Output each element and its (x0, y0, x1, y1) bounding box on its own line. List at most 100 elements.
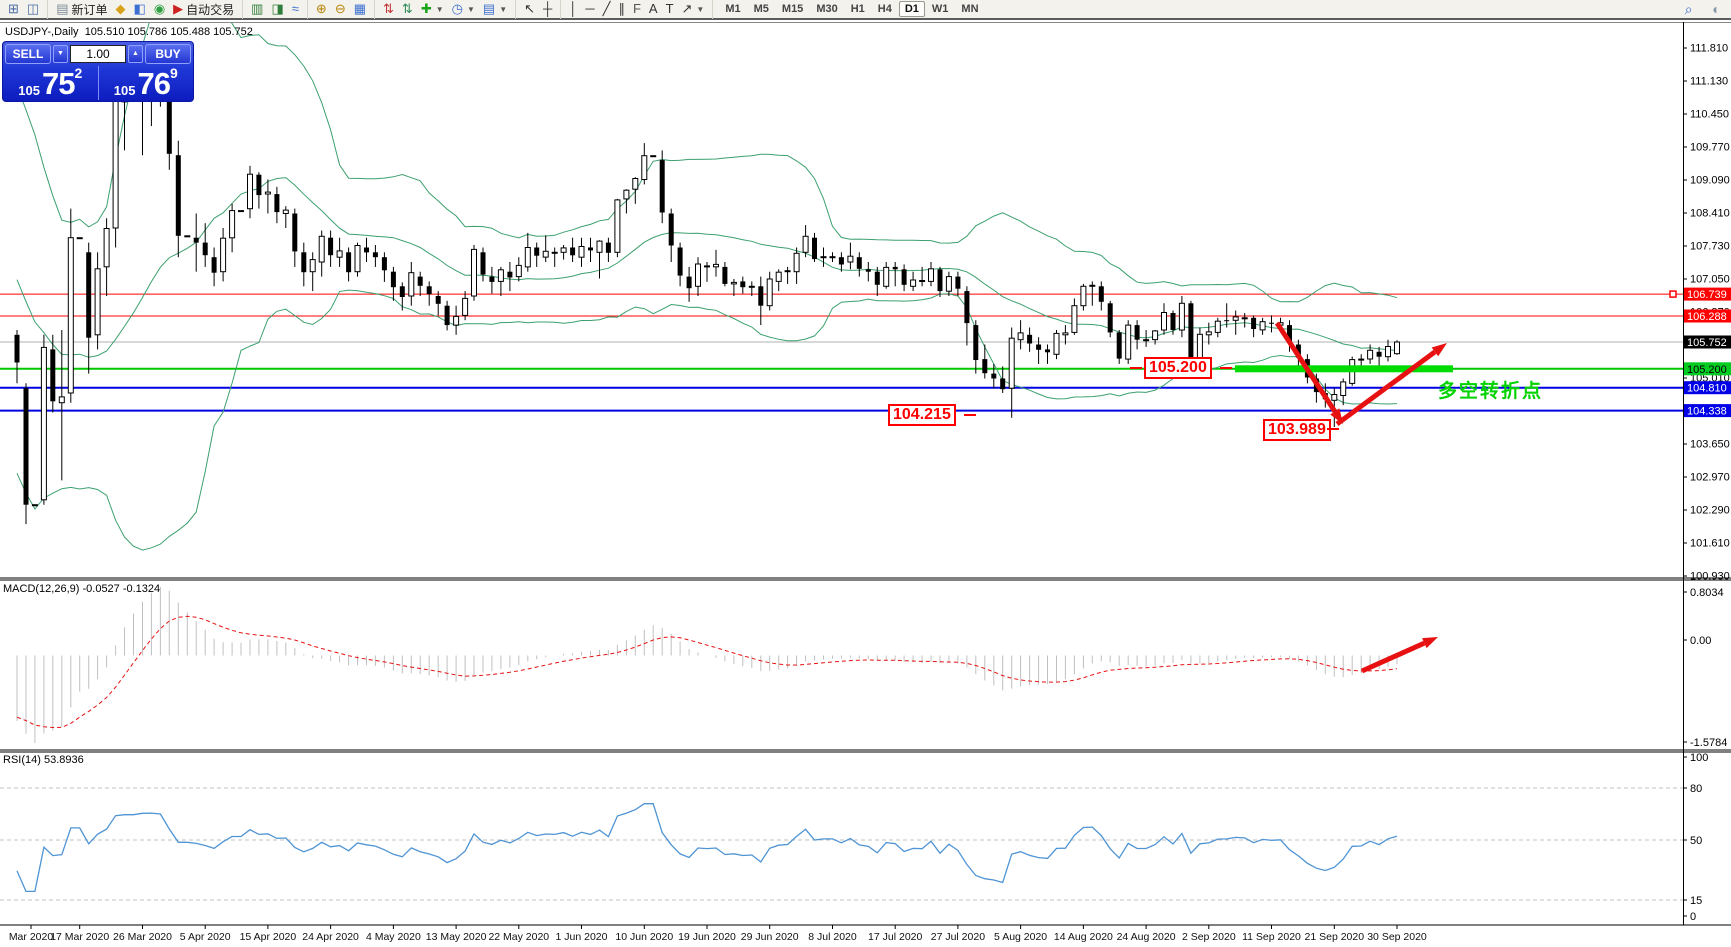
macd-tick: 0.00 (1690, 635, 1711, 647)
date-label: 15 Apr 2020 (240, 931, 297, 943)
rsi-tick: 50 (1690, 835, 1702, 847)
expert-advisors-icon: ◆ (115, 1, 126, 16)
price-tick: 107.050 (1690, 274, 1730, 286)
zoom-in-icon: ⊕ (315, 1, 327, 16)
volume-down-button[interactable]: ▼ (53, 45, 68, 63)
market-watch-icon[interactable]: ◧ (130, 0, 150, 18)
cursor-icon: ↖ (524, 1, 536, 16)
volume-input[interactable]: 1.00 (70, 45, 126, 63)
vertical-line-icon[interactable]: │ (565, 0, 581, 18)
candles (14, 52, 1400, 525)
price-note-105200[interactable]: 105.200 (1144, 357, 1212, 379)
timeframe-M15[interactable]: M15 (781, 3, 804, 15)
timeframe-M1[interactable]: M1 (725, 3, 741, 15)
arrows-icon[interactable]: ↗ ▼ (678, 0, 709, 18)
rsi-tick: 15 (1690, 895, 1702, 907)
trend-arrow-head (1431, 343, 1447, 357)
buy-button[interactable]: BUY (145, 44, 191, 64)
toolbar-group: │ ─ ╱ ∥ F A T ↗ ▼ (561, 0, 714, 19)
candlestick-chart-icon[interactable]: ◨ (267, 0, 287, 18)
expert-advisors-icon[interactable]: ◆ (112, 0, 130, 18)
toolbar-group: ↖ ┼ (516, 0, 562, 19)
price-tick: 109.770 (1690, 142, 1730, 154)
indicator-windows-icon[interactable]: ⇅ (398, 0, 417, 18)
equidistant-channel-icon[interactable]: ∥ (614, 0, 629, 18)
line-chart-icon[interactable]: ≈ (288, 0, 303, 18)
date-label: 17 Mar 2020 (50, 931, 109, 943)
price-note-103989[interactable]: 103.989 (1263, 419, 1331, 441)
market-watch-icon: ◧ (133, 1, 146, 16)
new-chart-window-icon[interactable]: ⊞ (4, 0, 23, 18)
vertical-line-icon: │ (569, 1, 578, 16)
price-badge-resistance-2 (1684, 309, 1731, 323)
fibonacci-icon[interactable]: F (629, 0, 645, 18)
chart-canvas[interactable]: 111.810 111.130 110.450 109.770 109.090 108.4… (0, 22, 1731, 947)
tile-windows-icon[interactable]: ▦ (350, 0, 370, 18)
zoom-in-icon[interactable]: ⊕ (312, 0, 331, 18)
trend-arrow (1335, 349, 1437, 427)
sell-price-point: 2 (74, 65, 83, 81)
chart-region[interactable]: 111.810 111.130 110.450 109.770 109.090 108.4… (0, 22, 1731, 947)
sell-price[interactable]: 105 75 2 (3, 66, 99, 100)
price-badge-support-blue-2 (1684, 404, 1731, 418)
label-connector (1327, 428, 1339, 430)
zoom-out-icon: ⊖ (334, 1, 346, 16)
trendline-icon[interactable]: ╱ (599, 0, 615, 18)
horizontal-line-icon: ─ (585, 1, 595, 16)
search-icon[interactable]: ⌕ (1684, 1, 1693, 17)
signals-icon[interactable]: ◉ (150, 0, 169, 18)
dropdown-caret-icon: ▼ (696, 4, 705, 14)
text-icon: A (648, 1, 658, 16)
zoom-out-icon[interactable]: ⊖ (331, 0, 350, 18)
trend-arrow (1274, 321, 1337, 413)
indicators-icon: ⇅ (383, 1, 394, 16)
crosshair-icon[interactable]: ┼ (539, 0, 556, 18)
timeframe-D1[interactable]: D1 (898, 1, 925, 17)
timeframe-M5[interactable]: M5 (753, 3, 769, 15)
trend-arrow-head (1422, 637, 1438, 649)
dropdown-caret-icon: ▼ (467, 4, 475, 14)
price-tick: 111.810 (1690, 43, 1728, 55)
tick-chart-icon[interactable]: ◫ (23, 0, 43, 18)
new-order-button[interactable]: ▤ 新订单 (52, 0, 111, 18)
svg-text:105.200: 105.200 (1687, 364, 1727, 376)
timeframe-H4[interactable]: H4 (877, 3, 892, 15)
symbol-timeframe: USDJPY-,Daily (5, 26, 79, 38)
add-indicator-button: ✚ (420, 1, 432, 16)
autotrading-button[interactable]: ▶ 自动交易 (169, 0, 238, 18)
macd-tick: -1.5784 (1690, 737, 1727, 749)
indicators-icon[interactable]: ⇅ (379, 0, 398, 18)
timeframe-M30[interactable]: M30 (816, 3, 838, 15)
toolbar-group: ▤ 新订单 ◆ ◧ ◉ ▶ 自动交易 (48, 0, 244, 19)
text-icon[interactable]: A (645, 0, 662, 18)
chat-icon[interactable]: ◖ (1710, 1, 1719, 17)
rsi-tick: 0 (1690, 911, 1696, 923)
label-connector (964, 414, 976, 416)
timeframe-W1[interactable]: W1 (931, 3, 949, 15)
bar-chart-icon[interactable]: ▥ (247, 0, 267, 18)
templates-button[interactable]: ▤ ▼ (479, 0, 511, 18)
dropdown-caret-icon: ▼ (499, 4, 508, 14)
price-tick: 107.730 (1690, 241, 1730, 253)
price-badge-current-price (1684, 335, 1731, 349)
svg-text:104.338: 104.338 (1687, 406, 1727, 418)
horizontal-line-icon[interactable]: ─ (581, 0, 598, 18)
price-note-104215[interactable]: 104.215 (888, 404, 956, 426)
toolbar: ⊞ ◫ ▤ 新订单 ◆ ◧ ◉ ▶ 自动交易 ▥ ◨ ≈ ⊕ ⊖ ▦ ⇅ ⇅ ✚ ▼ ◷ ▼ ▤ ▼ ↖ ┼ │ ─ ╱ ∥ F A T ↗ ▼ M… (0, 0, 1731, 20)
cursor-icon[interactable]: ↖ (520, 0, 539, 18)
timeframe-H1[interactable]: H1 (850, 3, 865, 15)
equidistant-channel-icon: ∥ (618, 1, 625, 16)
sell-button[interactable]: SELL (5, 44, 51, 64)
toolbar-group: ⊞ ◫ (0, 0, 49, 19)
sell-price-pips: 75 (41, 66, 75, 101)
buy-price[interactable]: 105 76 9 (99, 66, 194, 100)
svg-text:104.810: 104.810 (1687, 383, 1727, 395)
turning-point-note[interactable]: 多空转折点 (1438, 381, 1544, 402)
text-label-icon[interactable]: T (662, 0, 678, 18)
volume-up-button[interactable]: ▲ (128, 45, 143, 63)
one-click-trading-panel: SELL ▼ 1.00 ▲ BUY 105 75 2 105 76 9 (2, 41, 194, 102)
timeframe-MN[interactable]: MN (961, 3, 979, 15)
periods-button[interactable]: ◷ ▼ (448, 0, 479, 18)
price-tick: 102.290 (1690, 505, 1730, 517)
add-indicator-button[interactable]: ✚ ▼ (417, 0, 448, 18)
